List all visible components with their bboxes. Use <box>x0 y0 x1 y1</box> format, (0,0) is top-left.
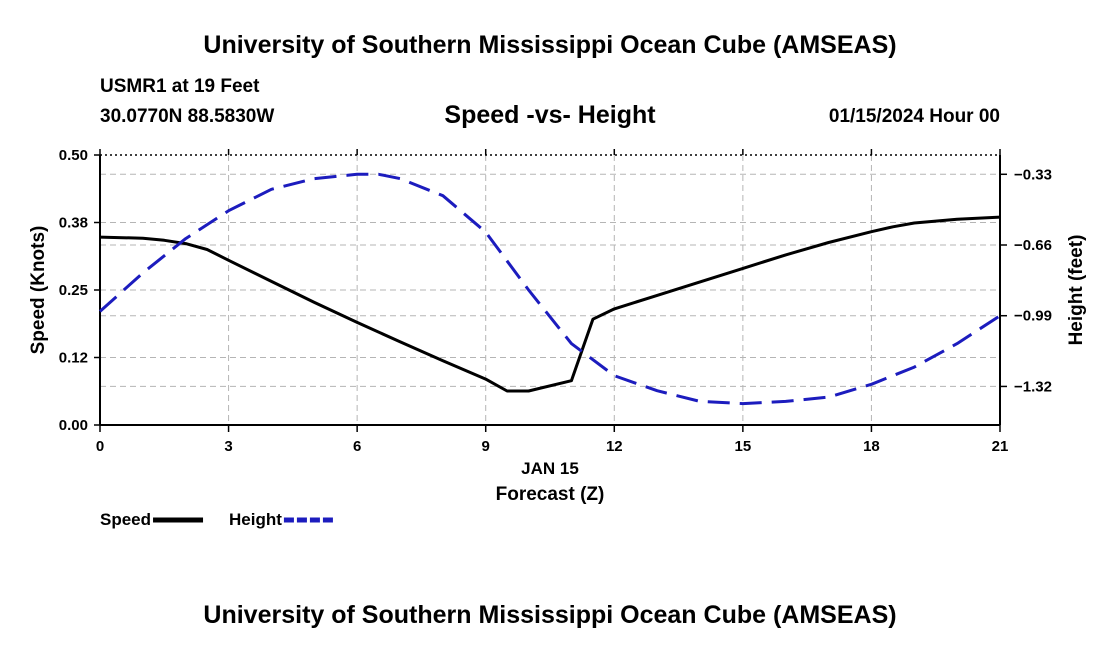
x-tick-label: 15 <box>735 438 752 455</box>
y-tick-label: 0.50 <box>59 147 88 164</box>
x-tick-label: 12 <box>606 438 623 455</box>
y-tick-label: 0.12 <box>59 350 88 367</box>
x-tick-label: 21 <box>992 438 1009 455</box>
x-tick-label: 0 <box>96 438 104 455</box>
series-line-speed <box>99 215 1001 393</box>
y-right-tick-label: −0.66 <box>1014 237 1052 254</box>
y-tick-label: 0.25 <box>59 282 88 299</box>
y-right-tick-label: −1.32 <box>1014 378 1052 395</box>
chart-subtitle: Speed -vs- Height <box>444 101 656 129</box>
legend-label-height: Height <box>229 510 282 529</box>
x-tick-label: 6 <box>353 438 361 455</box>
y-tick-label: 0.00 <box>59 417 88 434</box>
y-tick-label: 0.38 <box>59 215 88 232</box>
station-coordinates: 30.0770N 88.5830W <box>100 106 275 127</box>
y-right-tick-label: −0.99 <box>1014 308 1052 325</box>
page-title: University of Southern Mississippi Ocean… <box>203 31 897 59</box>
x-tick-label: 3 <box>224 438 232 455</box>
footer-title: University of Southern Mississippi Ocean… <box>203 601 897 629</box>
series-line-height <box>98 172 1001 406</box>
y-axis-right-label: Height (feet) <box>1066 235 1087 346</box>
x-tick-label: 9 <box>482 438 490 455</box>
legend-label-speed: Speed <box>100 510 151 529</box>
forecast-datetime: 01/15/2024 Hour 00 <box>828 106 1000 127</box>
y-axis-label: Speed (Knots) <box>28 226 49 355</box>
x-axis-date-label: JAN 15 <box>521 459 579 478</box>
y-right-tick-label: −0.33 <box>1014 166 1052 183</box>
x-tick-label: 18 <box>863 438 880 455</box>
station-label: USMR1 at 19 Feet <box>100 76 260 97</box>
x-axis-label: Forecast (Z) <box>496 484 605 505</box>
